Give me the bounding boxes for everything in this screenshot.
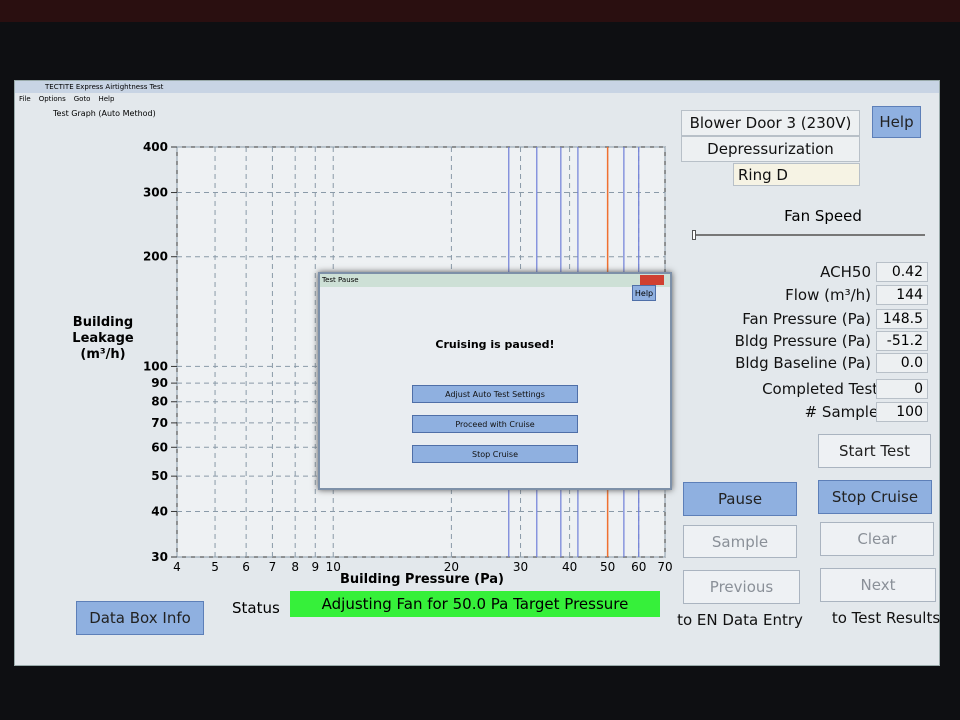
y-tick-label: 300 xyxy=(143,186,168,200)
x-tick-label: 6 xyxy=(242,560,250,574)
reading-label: Fan Pressure (Pa) xyxy=(742,310,871,328)
x-tick-label: 50 xyxy=(600,560,615,574)
x-tick-label: 8 xyxy=(291,560,299,574)
next-button[interactable]: Next xyxy=(820,568,936,602)
y-tick-label: 70 xyxy=(151,416,168,430)
x-tick-label: 70 xyxy=(657,560,672,574)
reading-label: Flow (m³/h) xyxy=(785,286,871,304)
menu-item[interactable]: Options xyxy=(38,95,66,103)
ring-dropdown[interactable]: Ring D xyxy=(733,163,860,186)
y-tick-label: 400 xyxy=(143,140,168,154)
x-tick-label: 10 xyxy=(326,560,341,574)
fan-speed-label: Fan Speed xyxy=(784,207,862,225)
y-tick-label: 200 xyxy=(143,250,168,264)
dialog-help[interactable]: Help xyxy=(632,285,656,301)
reading-label: ACH50 xyxy=(820,263,871,281)
x-tick-label: 20 xyxy=(444,560,459,574)
y-axis-label: Building Leakage (m³/h) xyxy=(72,315,134,362)
dialog-title: Test Pause xyxy=(320,274,670,287)
start-test-button[interactable]: Start Test xyxy=(818,434,931,468)
reading-label: Bldg Baseline (Pa) xyxy=(735,354,871,372)
previous-button[interactable]: Previous xyxy=(683,570,800,604)
y-tick-label: 40 xyxy=(151,504,168,518)
title-bar: TECTITE Express Airtightness Test xyxy=(15,81,939,93)
menu-item[interactable]: File xyxy=(19,95,31,103)
device-name: Blower Door 3 (230V) xyxy=(681,110,860,136)
reading-value: 100 xyxy=(876,402,928,422)
slider-thumb[interactable] xyxy=(692,230,696,240)
fan-speed-slider[interactable] xyxy=(692,234,925,236)
dialog-button[interactable]: Stop Cruise xyxy=(412,445,578,463)
previous-caption: to EN Data Entry xyxy=(677,611,803,629)
dialog-button[interactable]: Proceed with Cruise xyxy=(412,415,578,433)
y-tick-label: 50 xyxy=(151,469,168,483)
reading-label: # Samples xyxy=(804,403,886,421)
dialog: Test Pause Help Cruising is paused! Adju… xyxy=(318,272,672,490)
reading-label: Bldg Pressure (Pa) xyxy=(734,332,871,350)
dialog-message: Cruising is paused! xyxy=(435,338,555,351)
help-button[interactable]: Help xyxy=(872,106,921,138)
status-label: Status xyxy=(232,599,280,617)
y-tick-label: 90 xyxy=(151,376,168,390)
reading-value: 144 xyxy=(876,285,928,305)
y-tick-label: 60 xyxy=(151,440,168,454)
x-tick-label: 5 xyxy=(211,560,219,574)
sample-button[interactable]: Sample xyxy=(683,525,797,558)
x-axis-label: Building Pressure (Pa) xyxy=(340,572,504,587)
menu-bar: File Options Goto Help xyxy=(15,95,939,107)
y-tick-label: 30 xyxy=(151,550,168,564)
reading-label: Completed Tests xyxy=(762,380,886,398)
pause-button[interactable]: Pause xyxy=(683,482,797,516)
x-tick-label: 40 xyxy=(562,560,577,574)
menu-item[interactable]: Goto xyxy=(73,95,91,103)
test-mode: Depressurization xyxy=(681,136,860,162)
y-tick-label: 100 xyxy=(143,359,168,373)
dialog-button[interactable]: Adjust Auto Test Settings xyxy=(412,385,578,403)
clear-button[interactable]: Clear xyxy=(820,522,934,556)
next-caption: to Test Results xyxy=(831,609,941,627)
x-tick-label: 60 xyxy=(631,560,646,574)
dialog-close[interactable] xyxy=(640,275,664,285)
panel-title: Test Graph (Auto Method) xyxy=(53,109,156,118)
data-box-button[interactable]: Data Box Info xyxy=(76,601,204,635)
stop-cruise-button[interactable]: Stop Cruise xyxy=(818,480,932,514)
bezel-top xyxy=(0,0,960,22)
reading-value: 0.0 xyxy=(876,353,928,373)
reading-value: 0.42 xyxy=(876,262,928,282)
x-tick-label: 9 xyxy=(311,560,319,574)
y-tick-label: 80 xyxy=(151,395,168,409)
x-tick-label: 7 xyxy=(269,560,277,574)
status-bar: Adjusting Fan for 50.0 Pa Target Pressur… xyxy=(290,591,660,617)
reading-value: 148.5 xyxy=(876,309,928,329)
reading-value: 0 xyxy=(876,379,928,399)
reading-value: -51.2 xyxy=(876,331,928,351)
x-tick-label: 30 xyxy=(513,560,528,574)
x-tick-label: 4 xyxy=(173,560,181,574)
menu-item[interactable]: Help xyxy=(98,95,115,103)
